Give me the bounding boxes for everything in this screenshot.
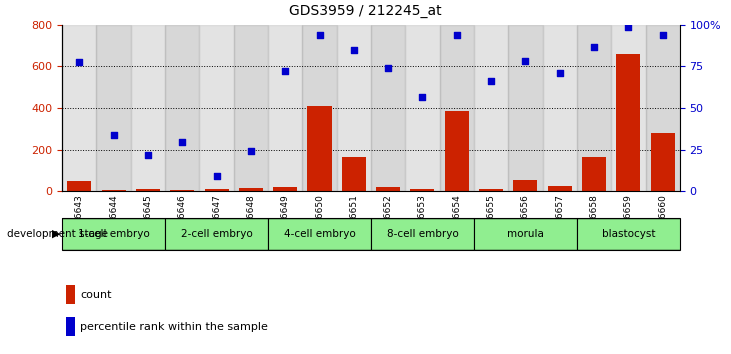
Point bbox=[348, 47, 360, 53]
Text: 8-cell embryo: 8-cell embryo bbox=[387, 229, 458, 239]
Bar bbox=[479, 189, 503, 191]
Bar bbox=[268, 218, 371, 250]
Bar bbox=[474, 25, 508, 191]
Text: count: count bbox=[80, 290, 112, 300]
Bar bbox=[102, 190, 126, 191]
Text: morula: morula bbox=[507, 229, 544, 239]
Bar bbox=[165, 25, 200, 191]
Point bbox=[73, 59, 85, 65]
Bar bbox=[513, 180, 537, 191]
Bar bbox=[308, 106, 332, 191]
Point bbox=[245, 148, 257, 153]
Point bbox=[554, 70, 566, 75]
Point bbox=[107, 132, 119, 138]
Bar bbox=[651, 133, 675, 191]
Point bbox=[314, 32, 325, 38]
Bar bbox=[577, 25, 611, 191]
Text: GDS3959 / 212245_at: GDS3959 / 212245_at bbox=[289, 4, 442, 18]
Bar bbox=[444, 111, 469, 191]
Bar bbox=[165, 218, 268, 250]
Bar bbox=[96, 25, 131, 191]
Bar bbox=[62, 218, 165, 250]
Point bbox=[382, 65, 394, 71]
Bar bbox=[205, 189, 229, 191]
Text: 2-cell embryo: 2-cell embryo bbox=[181, 229, 252, 239]
Bar bbox=[342, 157, 366, 191]
Bar bbox=[508, 25, 542, 191]
Bar bbox=[67, 181, 91, 191]
Bar bbox=[376, 187, 400, 191]
Text: 4-cell embryo: 4-cell embryo bbox=[284, 229, 355, 239]
Point bbox=[279, 68, 291, 73]
Bar bbox=[268, 25, 303, 191]
Bar bbox=[616, 54, 640, 191]
Point bbox=[211, 173, 222, 178]
Point bbox=[142, 152, 154, 158]
Text: development stage: development stage bbox=[7, 229, 108, 239]
Point bbox=[623, 24, 635, 30]
Bar bbox=[611, 25, 645, 191]
Bar bbox=[439, 25, 474, 191]
Bar bbox=[577, 218, 680, 250]
Bar bbox=[405, 25, 439, 191]
Point bbox=[485, 78, 497, 84]
Bar bbox=[273, 187, 298, 191]
Bar bbox=[645, 25, 680, 191]
Bar bbox=[239, 188, 263, 191]
Bar bbox=[548, 186, 572, 191]
Bar bbox=[371, 25, 405, 191]
Bar bbox=[136, 189, 160, 191]
Bar bbox=[582, 157, 606, 191]
Bar bbox=[200, 25, 234, 191]
Bar bbox=[131, 25, 165, 191]
Text: 1-cell embryo: 1-cell embryo bbox=[77, 229, 149, 239]
Point bbox=[451, 32, 463, 38]
Bar bbox=[410, 189, 434, 191]
Text: blastocyst: blastocyst bbox=[602, 229, 655, 239]
Point bbox=[417, 94, 428, 99]
Bar bbox=[337, 25, 371, 191]
Text: percentile rank within the sample: percentile rank within the sample bbox=[80, 321, 268, 332]
Bar bbox=[474, 218, 577, 250]
Bar bbox=[542, 25, 577, 191]
Bar bbox=[234, 25, 268, 191]
Point bbox=[588, 44, 600, 50]
Point bbox=[657, 32, 669, 38]
Point bbox=[520, 58, 531, 64]
Bar bbox=[371, 218, 474, 250]
Bar bbox=[170, 190, 194, 191]
Bar bbox=[62, 25, 96, 191]
Point bbox=[176, 139, 188, 145]
Text: ▶: ▶ bbox=[52, 229, 61, 239]
Bar bbox=[303, 25, 337, 191]
